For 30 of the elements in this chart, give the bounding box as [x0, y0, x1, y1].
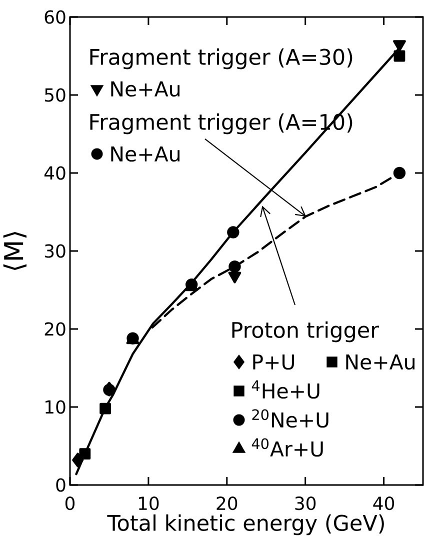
- point: [394, 50, 406, 62]
- legend-label: $^{4}$He+U: [252, 380, 320, 399]
- legend-label: Ne+Au: [111, 146, 180, 162]
- y-tick-label: 40: [44, 166, 66, 180]
- point: [72, 452, 84, 468]
- y-tick-label: 60: [44, 10, 66, 24]
- annotation: Proton trigger: [232, 321, 379, 342]
- point: [227, 226, 240, 238]
- y-tick-label: 30: [44, 244, 66, 258]
- x-tick-label: 30: [295, 496, 316, 510]
- legend-label: Ne+Au: [346, 354, 414, 370]
- legend-label: P+U: [253, 354, 294, 370]
- point: [228, 260, 241, 273]
- annotation: Fragment trigger (A=30): [90, 48, 352, 70]
- point: [100, 402, 111, 414]
- x-tick-label: 20: [216, 496, 238, 510]
- legend-label: $^{40}$Ar+U: [252, 438, 323, 457]
- point: [393, 166, 406, 180]
- legend-label: Ne+Au: [111, 81, 180, 97]
- point: [79, 448, 91, 460]
- x-tick-label: 0: [65, 496, 75, 510]
- y-axis-title: ⟨M⟩: [3, 232, 26, 270]
- y-tick-label: 0: [56, 478, 66, 492]
- y-tick-label: 50: [44, 88, 66, 102]
- x-tick-label: 40: [373, 496, 394, 510]
- y-tick-label: 10: [46, 400, 66, 414]
- legend-label: $^{20}$Ne+U: [252, 409, 328, 428]
- x-tick-label: 10: [138, 496, 159, 510]
- x-axis-title: Total kinetic energy (GeV): [107, 514, 384, 536]
- y-tick-label: 20: [44, 322, 66, 336]
